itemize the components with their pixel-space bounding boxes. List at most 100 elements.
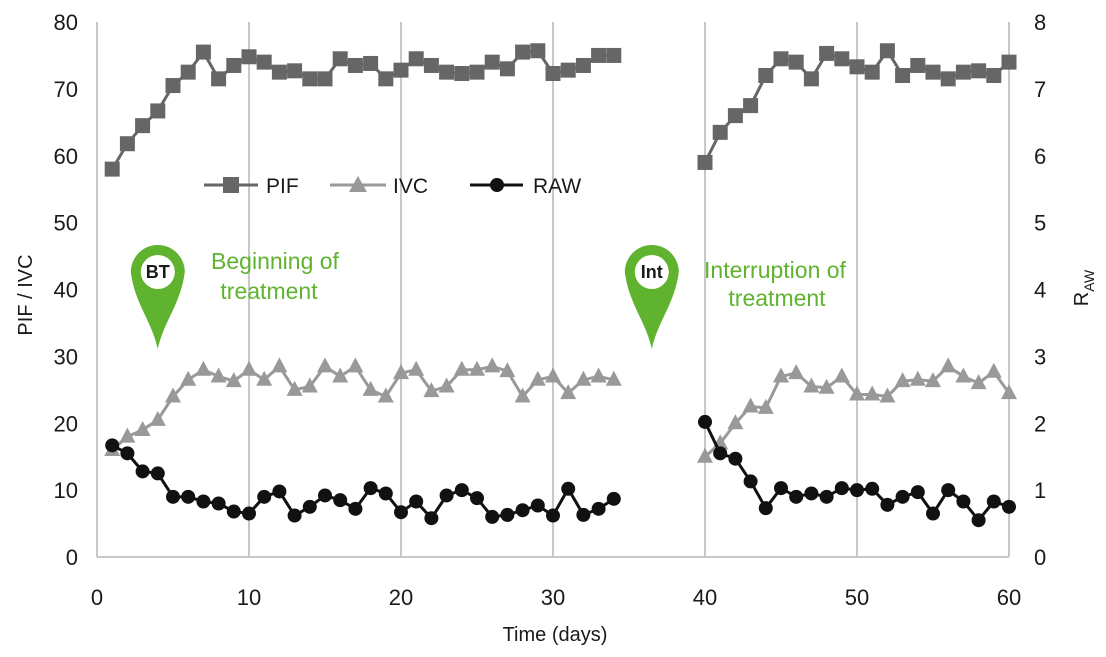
raw-point <box>272 484 287 499</box>
ivc-point <box>803 377 820 393</box>
ivc-point <box>377 387 394 403</box>
legend-item-pif: PIF <box>204 175 299 198</box>
right-y-tick-label: 7 <box>1034 77 1046 102</box>
ivc-point <box>256 370 273 386</box>
ivc-point <box>286 380 303 396</box>
legend-pif-marker <box>223 177 239 193</box>
right-y-axis-title: RAW <box>1071 269 1097 306</box>
x-axis-title: Time (days) <box>503 624 608 646</box>
pif-point <box>712 124 728 140</box>
ivc-point <box>134 420 151 436</box>
raw-point <box>850 483 864 498</box>
pif-point <box>135 118 151 134</box>
annotation-interruption-line2: treatment <box>728 285 826 311</box>
left-y-tick-labels: 0 10 20 30 40 50 60 70 80 <box>54 10 78 570</box>
pif-point <box>864 64 880 80</box>
x-tick-label: 10 <box>237 585 261 610</box>
pif-point <box>743 98 759 114</box>
raw-point <box>546 508 560 523</box>
int-pin-label: Int <box>641 262 663 282</box>
raw-point <box>789 489 804 504</box>
ivc-point <box>241 360 257 376</box>
ivc-point <box>469 360 485 376</box>
series-raw <box>105 414 1016 528</box>
ivc-point <box>529 370 546 386</box>
ivc-point <box>408 360 425 376</box>
raw-point <box>348 501 363 516</box>
raw-point <box>743 474 758 489</box>
pif-point <box>256 54 272 70</box>
ivc-point <box>925 372 941 388</box>
bt-marker-pin: BT <box>130 245 185 349</box>
ivc-point <box>271 357 288 373</box>
pif-point <box>195 44 211 60</box>
legend-raw-marker <box>490 178 504 192</box>
pif-point <box>727 108 743 124</box>
raw-point <box>819 489 834 504</box>
right-y-tick-label: 1 <box>1034 478 1046 503</box>
raw-point <box>713 446 728 461</box>
raw-point <box>698 414 712 429</box>
pif-point <box>408 51 424 67</box>
raw-point <box>774 481 788 496</box>
raw-point <box>986 494 1001 509</box>
pif-point <box>606 47 622 63</box>
left-y-tick-label: 0 <box>66 545 78 570</box>
right-y-tick-label: 2 <box>1034 411 1046 436</box>
raw-point <box>302 499 317 514</box>
ivc-point <box>697 447 713 463</box>
int-marker-pin: Int <box>624 245 679 349</box>
ivc-point <box>180 370 197 386</box>
raw-point <box>971 513 986 528</box>
raw-point <box>226 504 241 519</box>
raw-point <box>758 501 773 516</box>
annotation-beginning-line1: Beginning of <box>211 248 339 274</box>
left-y-tick-label: 80 <box>54 10 78 35</box>
pif-point <box>545 65 561 81</box>
pif-point <box>119 136 135 152</box>
series-pif <box>104 43 1017 177</box>
ivc-point <box>362 380 379 396</box>
ivc-point <box>940 357 957 373</box>
pif-point <box>165 78 181 94</box>
raw-point <box>500 507 515 522</box>
ivc-point <box>195 360 212 376</box>
ivc-point <box>393 364 409 380</box>
pif-point <box>150 103 166 119</box>
pif-point <box>499 61 515 77</box>
ivc-point <box>970 374 987 390</box>
raw-point <box>181 489 196 504</box>
raw-point <box>257 489 272 504</box>
pif-point <box>895 68 911 83</box>
ivc-point <box>317 357 333 373</box>
legend-raw-label: RAW <box>533 175 581 198</box>
raw-point <box>424 511 439 526</box>
raw-point <box>378 486 393 501</box>
raw-point <box>865 481 880 496</box>
raw-point <box>895 489 910 504</box>
pif-point <box>591 47 607 63</box>
x-tick-labels: 0 10 20 30 40 50 60 <box>91 585 1021 610</box>
legend: PIF IVC RAW <box>204 175 581 198</box>
legend-item-ivc: IVC <box>330 175 428 198</box>
ivc-point <box>165 387 181 403</box>
series-layer <box>104 43 1017 528</box>
pif-point <box>986 68 1002 83</box>
raw-point <box>910 485 925 500</box>
ivc-point <box>453 360 470 376</box>
pif-point <box>515 44 531 60</box>
x-tick-label: 20 <box>389 585 413 610</box>
pif-point <box>834 51 850 67</box>
ivc-point <box>499 362 516 378</box>
pif-point <box>910 57 926 73</box>
pif-point <box>758 68 774 83</box>
pif-point <box>226 57 242 73</box>
raw-point <box>515 503 530 518</box>
left-y-tick-label: 50 <box>54 211 78 236</box>
raw-point <box>956 494 971 509</box>
raw-point <box>333 493 348 508</box>
pif-point <box>332 51 348 67</box>
ivc-point <box>484 357 501 373</box>
legend-item-raw: RAW <box>470 175 581 198</box>
ivc-point <box>301 377 318 393</box>
